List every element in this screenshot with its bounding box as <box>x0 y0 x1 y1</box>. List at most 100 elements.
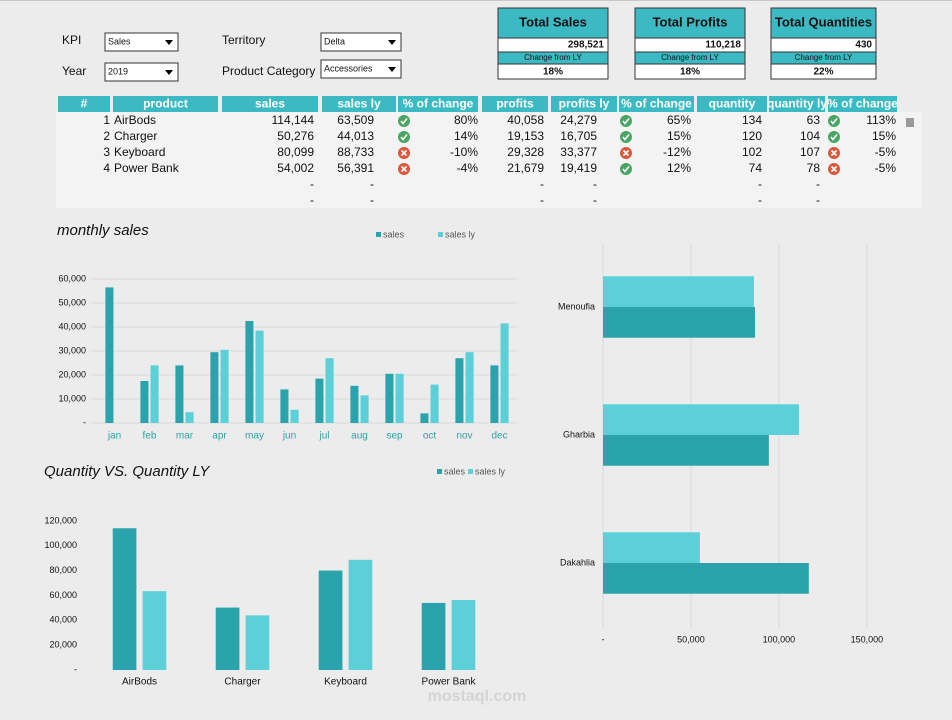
x-tick-label: feb <box>143 431 157 442</box>
x-tick-label: apr <box>212 431 227 442</box>
x-tick-label: Power Bank <box>422 677 477 688</box>
card-change-label: Change from LY <box>661 53 719 62</box>
dropdown-value[interactable]: 2019 <box>108 66 128 76</box>
dropdown-arrow[interactable] <box>165 70 173 75</box>
cell-text: -5% <box>875 161 897 175</box>
dropdown-arrow[interactable] <box>388 40 396 45</box>
filter-label: Territory <box>222 33 265 47</box>
card-change-label: Change from LY <box>795 53 853 62</box>
status-glyph <box>622 118 630 125</box>
bar <box>385 373 394 423</box>
scroll-handle <box>906 118 914 127</box>
header-text: quantity ly <box>767 97 827 111</box>
cell-text: - <box>758 177 762 191</box>
dropdown-arrow[interactable] <box>388 67 396 72</box>
card-header <box>497 7 609 39</box>
x-tick-label: dec <box>491 431 507 442</box>
x-tick-label: jun <box>282 431 296 442</box>
bar <box>360 395 369 423</box>
bar <box>430 384 439 423</box>
bar <box>395 373 404 423</box>
y-tick-label: 100,000 <box>44 540 77 550</box>
legend-label: sales <box>444 466 466 476</box>
card-change-box <box>497 63 609 80</box>
dropdown-value[interactable]: Accessories <box>324 63 373 73</box>
cell-text: - <box>816 193 820 207</box>
dropdown-arrow[interactable] <box>165 40 173 45</box>
bar <box>150 365 159 423</box>
header-text: % of change <box>621 97 692 111</box>
header-cell <box>222 96 318 112</box>
cell-text: 4 <box>103 161 110 175</box>
y-tick-label: 10,000 <box>58 393 86 403</box>
y-tick-label: 80,000 <box>49 565 77 575</box>
cell-text: -12% <box>663 145 691 159</box>
filter-label: Year <box>62 64 86 78</box>
cell-text: 104 <box>800 129 820 143</box>
card-change: 18% <box>543 67 563 78</box>
dropdown[interactable] <box>104 32 179 52</box>
cell-text: 65% <box>667 113 691 127</box>
dropdown[interactable] <box>104 62 179 82</box>
y-tick-label: 30,000 <box>58 345 86 355</box>
cell-text: - <box>540 193 544 207</box>
header-text: profits <box>496 97 534 111</box>
bar <box>455 358 464 423</box>
status-glyph <box>400 134 408 141</box>
dropdown-value[interactable]: Delta <box>324 36 345 46</box>
dropdown[interactable] <box>320 59 402 79</box>
cell-text: 63,509 <box>337 113 374 127</box>
bar <box>325 358 334 423</box>
cell-text: Charger <box>114 129 157 143</box>
bar <box>315 378 324 423</box>
header-cell <box>619 96 694 112</box>
bar <box>490 365 499 423</box>
bar <box>280 389 289 423</box>
cell-text: - <box>593 193 597 207</box>
cell-text: 88,733 <box>337 145 374 159</box>
y-tick-label: Dakahlia <box>560 557 595 567</box>
header-cell <box>113 96 218 112</box>
cell-text: 29,328 <box>507 145 544 159</box>
bar <box>603 563 809 594</box>
cell-text: 56,391 <box>337 161 374 175</box>
header-cell <box>551 96 617 112</box>
x-tick-label: mar <box>176 431 194 442</box>
cell-text: -10% <box>450 145 478 159</box>
cell-text: 44,013 <box>337 129 374 143</box>
dropdown[interactable] <box>320 32 402 52</box>
card-value: 430 <box>855 40 872 51</box>
bar <box>451 599 476 670</box>
cell-text: 50,276 <box>277 129 314 143</box>
bar <box>215 607 240 670</box>
header-text: # <box>81 97 88 111</box>
bar <box>112 528 137 670</box>
watermark: mostaql.com <box>428 688 527 705</box>
legend-swatch <box>438 232 443 237</box>
cell-text: 74 <box>749 161 763 175</box>
y-tick-label: 60,000 <box>49 590 77 600</box>
y-tick-label: 120,000 <box>44 515 77 525</box>
filter-label: KPI <box>62 33 81 47</box>
cell-text: - <box>310 193 314 207</box>
bar <box>245 615 270 670</box>
card-value: 110,218 <box>705 40 741 51</box>
x-tick-label: jan <box>107 431 121 442</box>
legend-swatch <box>376 232 381 237</box>
cell-text: - <box>370 193 374 207</box>
y-tick-label: 20,000 <box>49 640 77 650</box>
x-tick-label: - <box>602 634 605 644</box>
cell-text: - <box>310 177 314 191</box>
cell-text: - <box>758 193 762 207</box>
cell-text: 78 <box>807 161 821 175</box>
bar <box>175 365 184 423</box>
header-cell <box>828 96 897 112</box>
x-tick-label: sep <box>386 431 403 442</box>
cell-text: Keyboard <box>114 145 165 159</box>
cell-text: - <box>540 177 544 191</box>
cell-text: -5% <box>875 145 897 159</box>
table-panel <box>56 112 922 208</box>
bar <box>603 404 799 435</box>
dropdown-value[interactable]: Sales <box>108 36 131 46</box>
